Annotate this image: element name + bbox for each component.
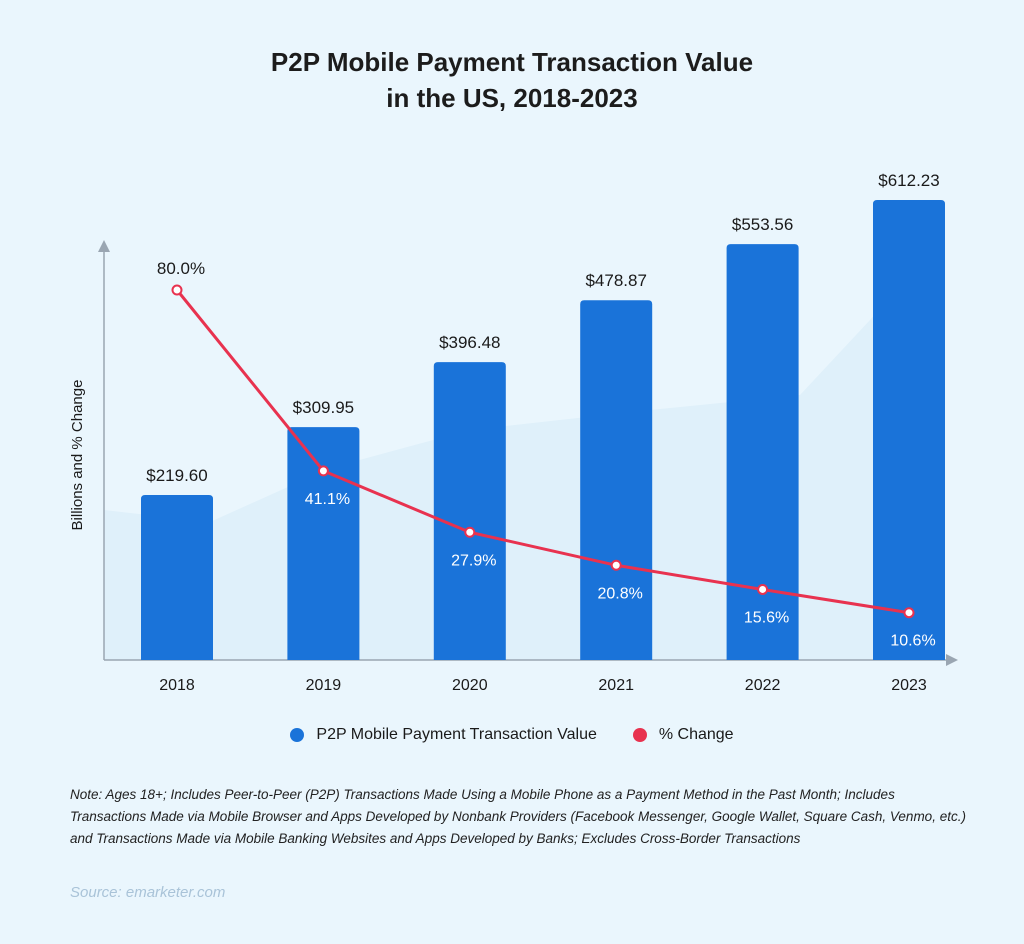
pct-point-2021 <box>610 559 622 571</box>
pct-label-2018: 80.0% <box>157 259 205 278</box>
bar-value-label-2020: $396.48 <box>439 333 500 352</box>
bar-value-label-2019: $309.95 <box>293 398 354 417</box>
y-axis-arrow <box>98 240 110 252</box>
pct-point-2023 <box>903 607 915 619</box>
bar-value-label-2023: $612.23 <box>878 171 939 190</box>
chart-title: P2P Mobile Payment Transaction Value in … <box>0 44 1024 116</box>
bar-2023 <box>873 200 945 660</box>
bar-value-label-2018: $219.60 <box>146 466 207 485</box>
pct-label-2023: 10.6% <box>890 633 935 650</box>
x-tick-label-2022: 2022 <box>745 677 781 694</box>
x-tick-label-2018: 2018 <box>159 677 195 694</box>
x-tick-label-2020: 2020 <box>452 677 488 694</box>
pct-point-2022 <box>757 583 769 595</box>
x-tick-label-2021: 2021 <box>598 677 634 694</box>
chart-plot: Billions and % Change $219.60 $309.95 $396… <box>69 171 958 694</box>
chart-title-line-1: P2P Mobile Payment Transaction Value <box>270 47 754 77</box>
legend-swatch-pct <box>632 728 647 742</box>
bar-value-label-2021: $478.87 <box>585 271 646 290</box>
legend: P2P Mobile Payment Transaction Value % C… <box>0 726 1024 744</box>
bar-value-label-2022: $553.56 <box>732 215 793 234</box>
y-axis-label: Billions and % Change <box>69 380 86 531</box>
x-tick-label-2023: 2023 <box>891 677 927 694</box>
legend-label-pct: % Change <box>658 726 734 743</box>
bar-2019 <box>287 427 360 660</box>
chart-source: Source: emarketer.com <box>70 884 226 901</box>
legend-swatch-value <box>290 728 305 742</box>
pct-label-2019: 41.1% <box>305 491 350 508</box>
chart-note: Note: Ages 18+; Includes Peer-to-Peer (P… <box>70 787 966 846</box>
bar-2020 <box>433 362 506 660</box>
pct-point-2019 <box>317 465 329 477</box>
pct-change-line <box>175 289 910 615</box>
pct-point-2018 <box>171 284 183 296</box>
bar-2022 <box>726 244 799 661</box>
x-tick-label-2019: 2019 <box>306 677 342 694</box>
legend-label-value: P2P Mobile Payment Transaction Value <box>316 726 597 743</box>
bar-2021 <box>580 300 653 660</box>
bar-2018 <box>141 495 213 660</box>
x-axis-arrow <box>946 654 958 666</box>
legend-item-value: P2P Mobile Payment Transaction Value <box>290 726 597 744</box>
pct-point-2020 <box>464 526 476 538</box>
pct-label-2020: 27.9% <box>451 552 496 569</box>
chart-title-line-2: in the US, 2018-2023 <box>386 83 638 113</box>
legend-item-pct: % Change <box>632 726 734 744</box>
pct-label-2022: 15.6% <box>744 609 789 626</box>
pct-label-2021: 20.8% <box>598 585 643 602</box>
